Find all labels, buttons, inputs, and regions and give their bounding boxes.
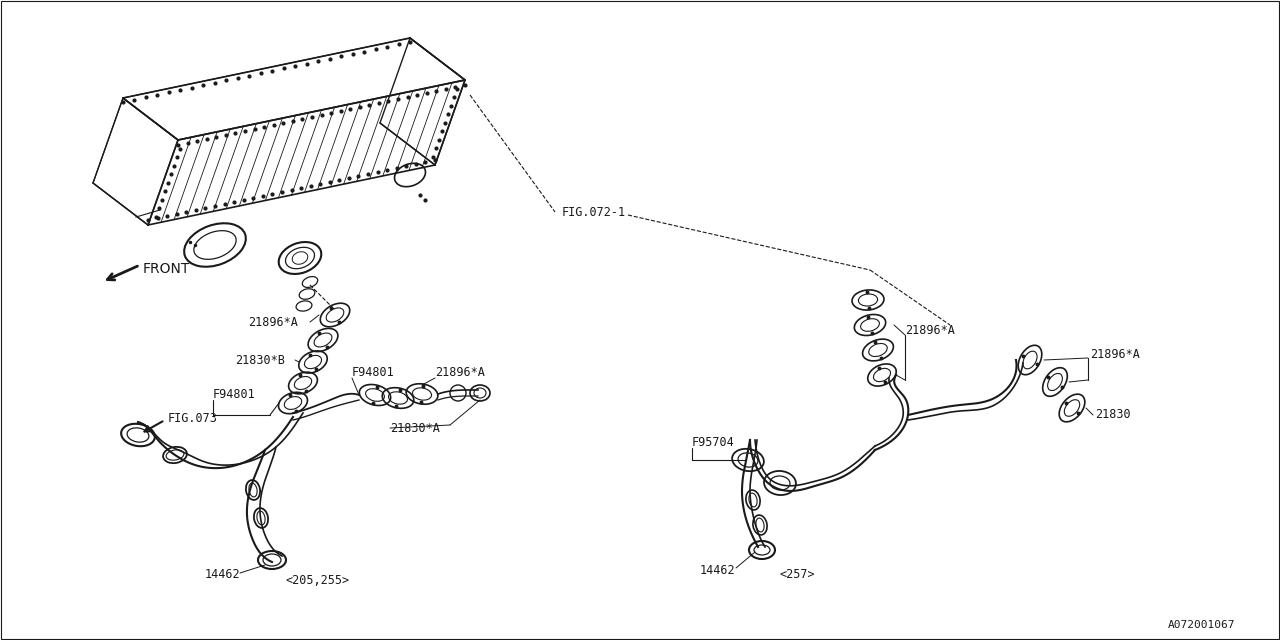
Text: 14462: 14462 <box>205 568 241 582</box>
Text: 14462: 14462 <box>700 563 736 577</box>
Text: <205,255>: <205,255> <box>285 573 349 586</box>
Text: F94801: F94801 <box>212 388 256 401</box>
Text: 21830: 21830 <box>1094 408 1130 422</box>
Text: 21896*A: 21896*A <box>248 316 298 328</box>
Text: FIG.073: FIG.073 <box>168 412 218 424</box>
Text: FRONT: FRONT <box>143 262 191 276</box>
Text: <257>: <257> <box>780 568 815 582</box>
Text: 21896*A: 21896*A <box>435 367 485 380</box>
Text: 21896*A: 21896*A <box>905 323 955 337</box>
Text: 21896*A: 21896*A <box>1091 349 1140 362</box>
Text: 21830*B: 21830*B <box>236 353 285 367</box>
Text: 21830*A: 21830*A <box>390 422 440 435</box>
Text: A072001067: A072001067 <box>1167 620 1235 630</box>
Text: FIG.072-1: FIG.072-1 <box>562 205 626 218</box>
Text: F94801: F94801 <box>352 367 394 380</box>
Text: F95704: F95704 <box>692 436 735 449</box>
